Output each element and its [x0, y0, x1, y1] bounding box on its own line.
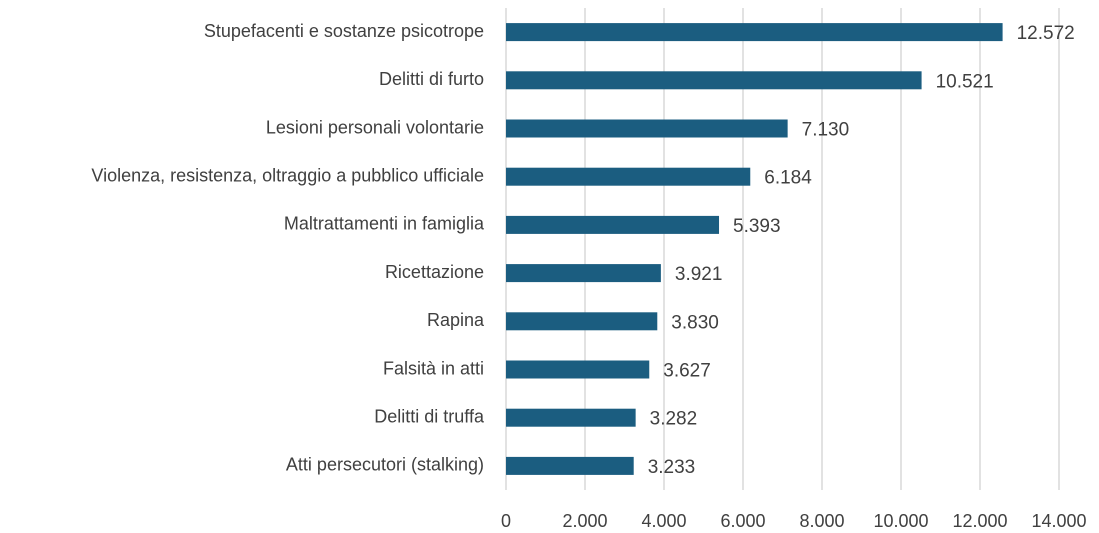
- y-tick-label: Ricettazione: [385, 262, 484, 282]
- x-tick-label: 0: [501, 511, 511, 531]
- y-tick-label: Atti persecutori (stalking): [286, 455, 484, 475]
- x-tick-label: 10.000: [873, 511, 928, 531]
- data-label: 6.184: [764, 168, 812, 189]
- bar: [506, 408, 636, 427]
- data-label: 3.627: [663, 361, 711, 382]
- bar: [506, 23, 1003, 42]
- y-tick-label: Delitti di truffa: [374, 406, 485, 426]
- bar: [506, 71, 922, 90]
- x-tick-label: 4.000: [641, 511, 686, 531]
- y-tick-label: Rapina: [427, 310, 485, 330]
- bar: [506, 456, 634, 475]
- data-label: 3.282: [650, 409, 698, 430]
- data-label: 7.130: [802, 120, 850, 141]
- x-tick-label: 14.000: [1031, 511, 1086, 531]
- data-label: 12.572: [1017, 23, 1075, 44]
- data-label: 3.921: [675, 264, 723, 285]
- bar: [506, 312, 658, 331]
- x-tick-label: 6.000: [720, 511, 765, 531]
- data-label: 3.233: [648, 457, 696, 478]
- y-tick-label: Maltrattamenti in famiglia: [284, 214, 485, 234]
- y-tick-label: Lesioni personali volontarie: [266, 117, 484, 137]
- y-tick-label: Delitti di furto: [379, 69, 484, 89]
- y-tick-label: Falsità in atti: [383, 358, 484, 378]
- y-tick-label: Violenza, resistenza, oltraggio a pubbli…: [91, 165, 484, 185]
- bar: [506, 360, 650, 379]
- data-label: 3.830: [671, 312, 719, 333]
- bar: [506, 167, 751, 186]
- x-tick-label: 2.000: [562, 511, 607, 531]
- y-tick-label: Stupefacenti e sostanze psicotrope: [204, 21, 484, 41]
- data-label: 10.521: [936, 71, 994, 92]
- bar: [506, 215, 720, 234]
- data-label: 5.393: [733, 216, 781, 237]
- x-tick-label: 8.000: [799, 511, 844, 531]
- bar: [506, 119, 788, 138]
- bar: [506, 264, 661, 283]
- x-tick-label: 12.000: [952, 511, 1007, 531]
